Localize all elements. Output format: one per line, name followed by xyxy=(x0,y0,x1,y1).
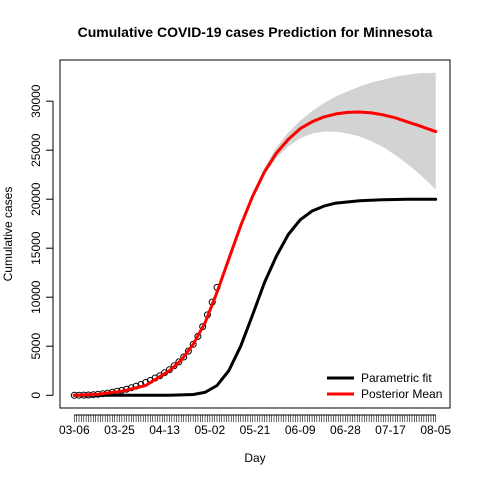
x-tick-label: 06-28 xyxy=(330,423,361,437)
observed-point xyxy=(180,353,188,361)
legend: Parametric fit Posterior Mean xyxy=(327,371,442,401)
legend-label: Parametric fit xyxy=(361,371,432,385)
x-tick-label: 08-05 xyxy=(420,423,451,437)
series-lines-layer xyxy=(72,110,438,397)
observed-points-layer xyxy=(70,283,221,399)
prediction-band-layer xyxy=(240,72,436,228)
x-tick-label: 05-02 xyxy=(194,423,225,437)
observed-point xyxy=(184,347,192,355)
y-axis: 0 5000 10000 15000 20000 25000 30000 xyxy=(29,84,54,399)
y-tick-label: 25000 xyxy=(29,133,43,167)
x-axis: 03-06 03-25 04-13 05-02 05-21 06-09 06-28 07-17… xyxy=(59,414,451,437)
x-tick-label: 05-21 xyxy=(240,423,271,437)
x-tick-label: 06-09 xyxy=(285,423,316,437)
plot-frame xyxy=(59,59,451,409)
legend-label: Posterior Mean xyxy=(361,387,442,401)
y-tick-label: 10000 xyxy=(29,280,43,314)
observed-point xyxy=(175,358,183,366)
y-tick-label: 15000 xyxy=(29,231,43,265)
y-axis-label: Cumulative cases xyxy=(1,187,15,282)
observed-point xyxy=(170,362,178,370)
chart-title: Cumulative COVID-19 cases Prediction for… xyxy=(78,24,433,40)
y-tick-label: 30000 xyxy=(29,84,43,118)
x-tick-label: 03-06 xyxy=(59,423,90,437)
x-tick-label: 04-13 xyxy=(149,423,180,437)
y-tick-label: 0 xyxy=(29,392,43,399)
prediction-band xyxy=(240,72,436,228)
y-tick-label: 20000 xyxy=(29,182,43,216)
x-axis-label: Day xyxy=(244,451,265,465)
posterior-mean-line xyxy=(72,110,438,397)
parametric-fit-line xyxy=(72,197,438,397)
x-tick-label: 07-17 xyxy=(375,423,406,437)
x-tick-label: 03-25 xyxy=(104,423,135,437)
y-tick-label: 5000 xyxy=(29,333,43,360)
